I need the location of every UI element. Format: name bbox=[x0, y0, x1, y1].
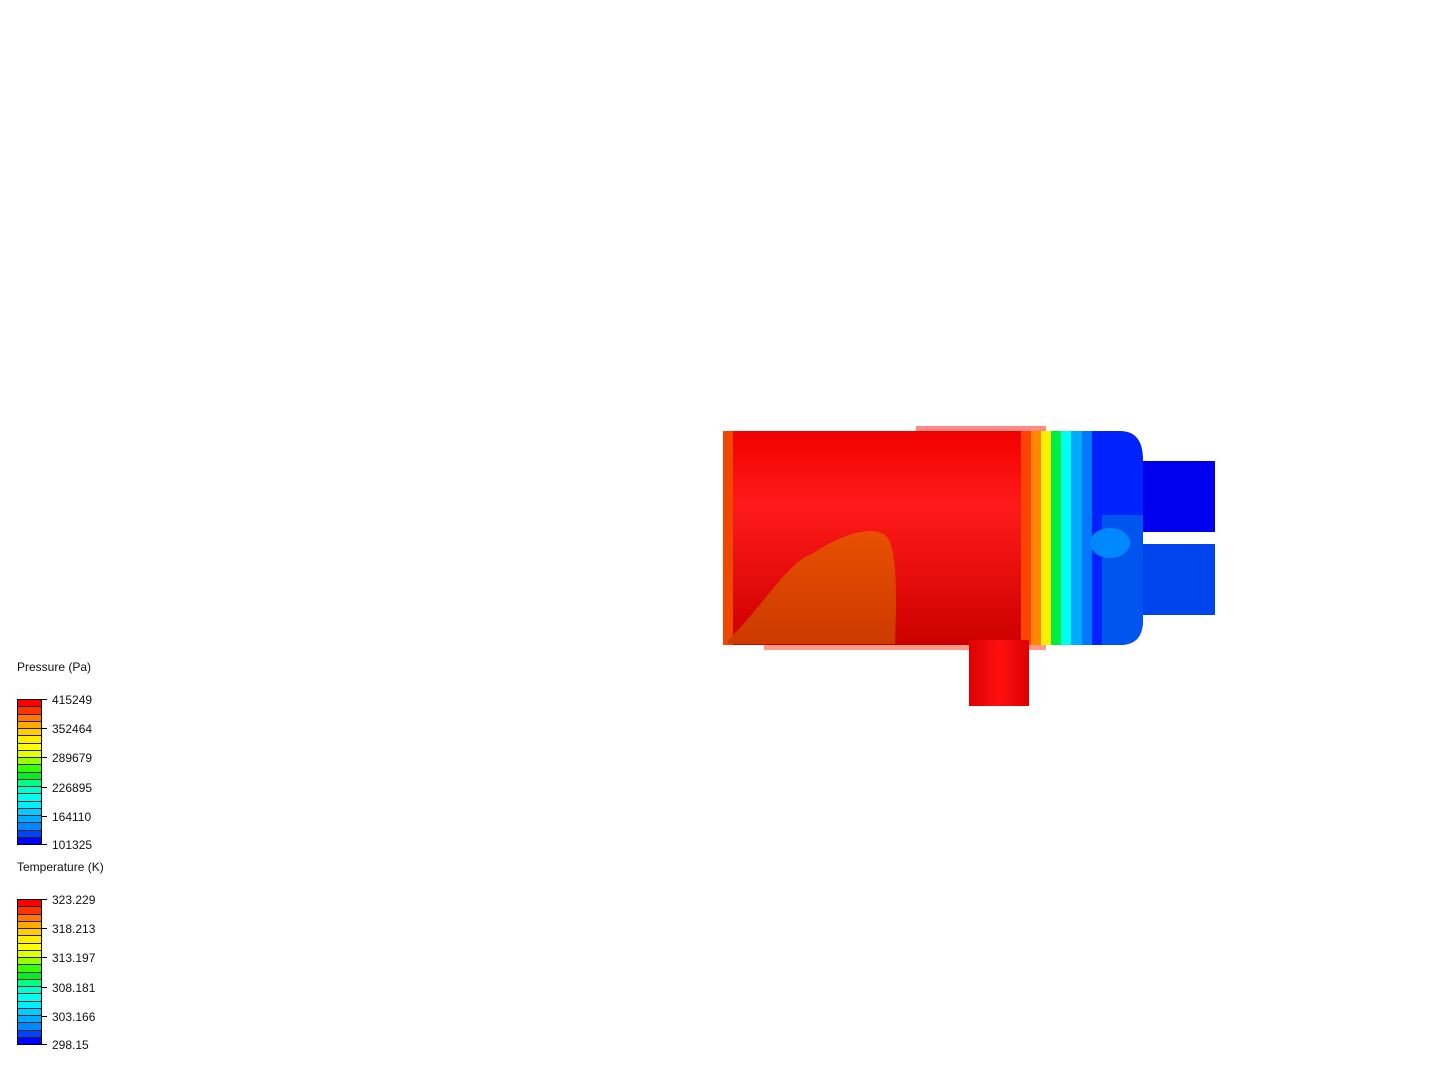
legend-tick-label: 352464 bbox=[52, 722, 93, 736]
legend-tick bbox=[42, 787, 47, 788]
legend-band bbox=[18, 750, 41, 758]
legend-band bbox=[18, 1016, 41, 1024]
legend-band bbox=[18, 900, 41, 908]
legend-band bbox=[18, 823, 41, 831]
legend-band bbox=[18, 707, 41, 715]
legend-tick-label: 323.229 bbox=[52, 893, 96, 907]
legend-band bbox=[18, 794, 41, 802]
legend-tick bbox=[42, 699, 47, 700]
legend-tick-label: 318.213 bbox=[52, 922, 96, 936]
legend-band bbox=[18, 1030, 41, 1038]
legend-tick bbox=[42, 957, 47, 958]
legend-band bbox=[18, 979, 41, 987]
legend-band bbox=[18, 907, 41, 915]
legend-tick-label: 415249 bbox=[52, 693, 93, 707]
legend-tick bbox=[42, 1044, 47, 1045]
legend-tick-label: 164110 bbox=[52, 810, 92, 824]
legend-band bbox=[18, 729, 41, 737]
legend-tick bbox=[42, 757, 47, 758]
legend-tick-label: 313.197 bbox=[52, 951, 96, 965]
legend-band bbox=[18, 943, 41, 951]
legend-tick-label: 226895 bbox=[52, 781, 93, 795]
legend-tick bbox=[42, 987, 47, 988]
legend-band bbox=[18, 801, 41, 809]
legend-tick-label: 101325 bbox=[52, 838, 93, 852]
legend-band bbox=[18, 714, 41, 722]
legend-band bbox=[18, 779, 41, 787]
legend-band bbox=[18, 837, 41, 844]
legend-band bbox=[18, 830, 41, 838]
gradient-bands bbox=[1021, 431, 1092, 645]
legend-band bbox=[18, 929, 41, 937]
model bbox=[723, 426, 1215, 706]
inlet-pipe bbox=[969, 640, 1029, 706]
legend-tick bbox=[42, 1016, 47, 1017]
legend-band bbox=[18, 758, 41, 766]
bottom-fringe bbox=[764, 644, 1046, 650]
legend-band bbox=[18, 1037, 41, 1044]
legend-tick-label: 308.181 bbox=[52, 981, 96, 995]
legend-tick bbox=[42, 928, 47, 929]
legend-tick bbox=[42, 728, 47, 729]
legend-band bbox=[18, 787, 41, 795]
legend-band bbox=[18, 921, 41, 929]
legend-band bbox=[18, 816, 41, 824]
legend-tick-label: 303.166 bbox=[52, 1010, 96, 1024]
legend-band bbox=[18, 721, 41, 729]
pressure-legend-title: Pressure (Pa) bbox=[17, 660, 92, 674]
legend-band bbox=[18, 765, 41, 773]
legend-band bbox=[18, 965, 41, 973]
temperature-color-bar bbox=[17, 899, 42, 1045]
legend-band bbox=[18, 950, 41, 958]
legend-band bbox=[18, 772, 41, 780]
legend-tick bbox=[42, 816, 47, 817]
legend-band bbox=[18, 914, 41, 922]
legend-tick bbox=[42, 844, 47, 845]
legend-band bbox=[18, 808, 41, 816]
legend-band bbox=[18, 1023, 41, 1031]
temperature-legend-title: Temperature (K) bbox=[17, 860, 104, 874]
outlet-pipe-lower bbox=[1143, 544, 1215, 615]
legend-tick bbox=[42, 899, 47, 900]
legend-band bbox=[18, 736, 41, 744]
legend-band bbox=[18, 1008, 41, 1016]
legend-band bbox=[18, 700, 41, 708]
low-pressure-region bbox=[728, 531, 896, 644]
legend-band bbox=[18, 1001, 41, 1009]
pressure-color-bar bbox=[17, 699, 42, 845]
legend-tick-label: 298.15 bbox=[52, 1038, 89, 1052]
legend-band bbox=[18, 936, 41, 944]
legend-band bbox=[18, 987, 41, 995]
legend-band bbox=[18, 994, 41, 1002]
legend-band bbox=[18, 958, 41, 966]
outlet-pipe-upper bbox=[1143, 461, 1215, 532]
top-fringe bbox=[916, 426, 1046, 432]
legend-band bbox=[18, 743, 41, 751]
legend-band bbox=[18, 972, 41, 980]
legend-tick-label: 289679 bbox=[52, 751, 93, 765]
